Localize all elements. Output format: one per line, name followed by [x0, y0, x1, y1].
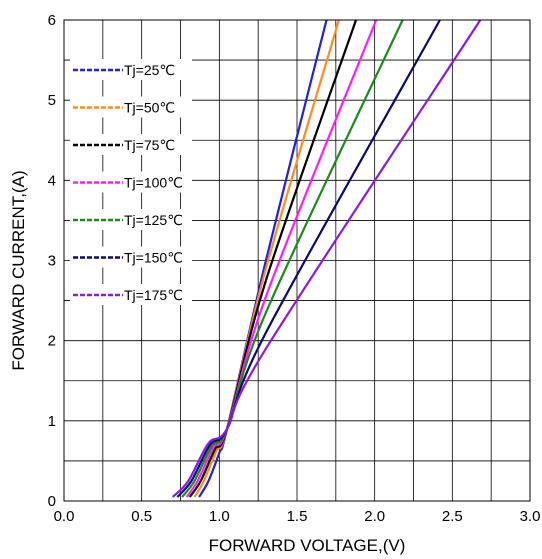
y-tick-label: 6 [48, 12, 56, 29]
y-axis-label: FORWARD CURRENT,(A) [9, 170, 28, 370]
y-tick-label: 2 [48, 333, 56, 350]
x-tick-label: 0.0 [54, 508, 75, 525]
x-tick-labels: 0.0 0.5 1.0 1.5 2.0 2.5 3.0 [54, 508, 541, 525]
y-tick-label: 4 [48, 172, 56, 189]
legend-item-background [70, 284, 192, 305]
series-line [188, 19, 358, 498]
x-tick-label: 0.5 [131, 508, 152, 525]
x-tick-label: 1.0 [209, 508, 230, 525]
plot-frame [63, 19, 531, 502]
y-tick-label: 5 [48, 92, 56, 109]
grid [64, 20, 530, 501]
legend: Tj=25℃ Tj=50℃ Tj=75℃ Tj=100℃ Tj=125℃ Tj=150℃ T… [70, 59, 192, 305]
x-tick-label: 3.0 [520, 508, 541, 525]
legend-item-background [70, 209, 192, 230]
y-tick-labels: 0 1 2 3 4 5 6 [48, 12, 56, 510]
legend-label: Tj=50℃ [124, 100, 175, 116]
series-line [185, 19, 378, 498]
legend-item-background [70, 171, 192, 193]
y-tick-label: 1 [48, 413, 56, 430]
legend-label: Tj=150℃ [124, 250, 183, 266]
x-tick-label: 1.5 [287, 508, 308, 525]
series-line [171, 19, 482, 498]
legend-label: Tj=100℃ [124, 175, 183, 191]
legend-label: Tj=175℃ [124, 287, 183, 303]
legend-item-background [70, 96, 192, 118]
series-lines [171, 19, 482, 498]
y-tick-label: 0 [48, 493, 56, 510]
legend-label: Tj=125℃ [124, 212, 183, 228]
legend-label: Tj=75℃ [124, 137, 175, 153]
x-tick-label: 2.0 [364, 508, 385, 525]
y-tick-label: 3 [48, 253, 56, 270]
x-axis-label: FORWARD VOLTAGE,(V) [209, 536, 406, 555]
legend-item-background [70, 246, 192, 268]
legend-label: Tj=25℃ [124, 62, 175, 78]
x-tick-label: 2.5 [442, 508, 463, 525]
legend-item-background [70, 59, 192, 80]
series-line [181, 19, 404, 498]
legend-item-background [70, 134, 192, 155]
